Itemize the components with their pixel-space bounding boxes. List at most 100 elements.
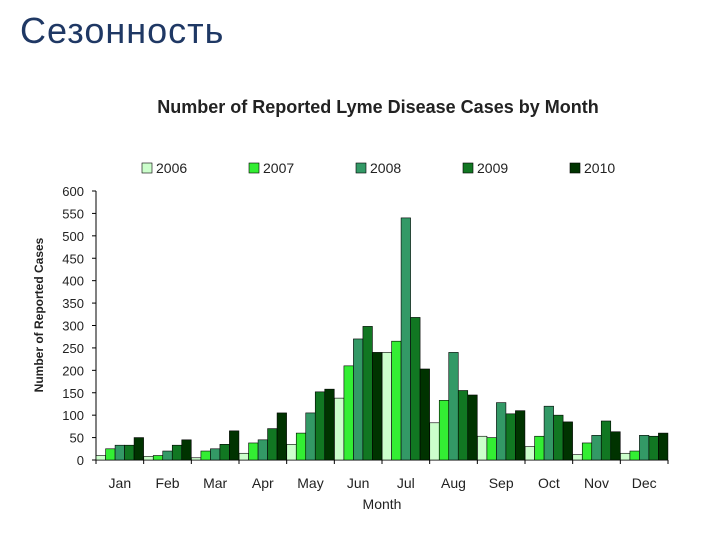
bar-2006-May	[286, 444, 297, 461]
y-tick-label: 0	[77, 453, 84, 468]
legend-label-2006: 2006	[156, 160, 187, 176]
bar-2008-Oct	[543, 405, 554, 461]
bar-2010-Aug	[467, 394, 478, 461]
bar-2006-Dec	[620, 452, 631, 461]
x-tick-label: Nov	[584, 475, 609, 491]
legend-swatch-2009	[462, 162, 474, 174]
bars	[95, 217, 669, 461]
bar-2009-Aug	[457, 390, 469, 461]
x-tick-label: Apr	[252, 475, 274, 491]
bar-2009-Jul	[410, 317, 421, 461]
bar-2008-Jun	[353, 338, 364, 461]
bar-2007-Oct	[534, 435, 545, 461]
bar-2009-Jan	[124, 444, 135, 461]
x-tick-label: Sep	[489, 475, 514, 491]
bar-2008-Dec	[639, 435, 650, 461]
axes: 0 50 100 150 200 250 300 350 400 450 500 550 600 Jan F…	[62, 184, 669, 491]
bar-2010-Jan	[133, 437, 144, 461]
bar-2008-Mar	[210, 448, 221, 461]
bar-2009-Oct	[553, 414, 564, 461]
bar-2009-Nov	[600, 420, 612, 461]
bar-2010-Apr	[276, 412, 287, 461]
y-tick-label: 150	[62, 386, 84, 401]
legend-swatch-2006	[141, 162, 153, 174]
bar-2007-Sep	[486, 437, 497, 461]
legend-label-2010: 2010	[584, 160, 615, 176]
bar-2010-Mar	[229, 430, 240, 461]
bar-2007-Apr	[248, 442, 259, 461]
bar-2010-Jul	[419, 368, 430, 461]
bar-2007-Jul	[391, 340, 402, 461]
bar-2007-Jan	[105, 448, 116, 461]
bar-2008-Apr	[257, 439, 268, 461]
bar-2006-Sep	[477, 435, 488, 461]
legend-swatch-2010	[569, 162, 581, 174]
bar-2009-May	[314, 391, 326, 461]
y-axis-title: Number of Reported Cases	[32, 237, 46, 392]
x-tick-label: Mar	[203, 475, 227, 491]
bar-2007-Dec	[629, 450, 640, 461]
bar-2009-Dec	[648, 435, 659, 461]
bar-2010-Oct	[562, 421, 573, 461]
chart-title: Number of Reported Lyme Disease Cases by…	[157, 97, 599, 117]
legend-swatch-2008	[355, 162, 367, 174]
bar-2006-Apr	[238, 452, 249, 461]
bar-2006-Jun	[334, 397, 345, 461]
x-axis-title: Month	[363, 496, 402, 512]
y-tick-label: 450	[62, 251, 84, 266]
bar-2007-Aug	[438, 400, 450, 461]
bar-2007-May	[295, 432, 307, 461]
x-tick-label: Dec	[632, 475, 657, 491]
bar-2006-Mar	[191, 457, 202, 461]
y-tick-label: 350	[62, 296, 84, 311]
bar-2009-Mar	[219, 444, 230, 461]
x-tick-label: Feb	[155, 475, 179, 491]
bar-2008-May	[305, 412, 316, 461]
bar-2010-Nov	[610, 431, 621, 461]
bar-2007-Jun	[343, 365, 354, 461]
bar-2007-Feb	[152, 455, 164, 461]
bar-2006-Aug	[429, 422, 440, 461]
bar-2009-Sep	[505, 413, 516, 461]
bar-2009-Jun	[362, 326, 373, 461]
bar-2006-Feb	[143, 456, 154, 461]
bar-2009-Feb	[171, 444, 183, 461]
bar-2006-Oct	[524, 446, 535, 461]
x-tick-label: Aug	[441, 475, 466, 491]
legend: 2006 2007 2008 2009 2010	[141, 160, 615, 176]
bar-2009-Apr	[267, 428, 278, 461]
y-tick-label: 550	[62, 206, 84, 221]
y-tick-label: 500	[62, 229, 84, 244]
x-tick-label: Jul	[397, 475, 415, 491]
x-tick-label: Jun	[347, 475, 370, 491]
bar-2006-Nov	[572, 454, 583, 461]
bar-2010-Sep	[515, 410, 526, 461]
bar-2010-Feb	[181, 439, 192, 461]
y-tick-label: 300	[62, 319, 84, 334]
bar-2008-Sep	[496, 402, 507, 461]
legend-label-2009: 2009	[477, 160, 508, 176]
slide-title: Сезонность	[20, 10, 225, 51]
x-tick-label: Oct	[538, 475, 560, 491]
y-tick-label: 100	[62, 408, 84, 423]
bar-2007-Nov	[581, 442, 593, 461]
x-tick-label: May	[297, 475, 323, 491]
y-tick-label: 50	[70, 431, 84, 446]
legend-label-2008: 2008	[370, 160, 401, 176]
bar-2010-Dec	[658, 432, 669, 461]
bar-2008-Aug	[448, 352, 459, 461]
y-tick-label: 400	[62, 274, 84, 289]
bar-2007-Mar	[200, 450, 211, 461]
y-tick-label: 600	[62, 184, 84, 199]
y-tick-label: 250	[62, 341, 84, 356]
bar-2008-Jan	[114, 444, 125, 461]
legend-label-2007: 2007	[263, 160, 294, 176]
bar-2006-Jul	[381, 352, 392, 461]
legend-swatch-2007	[248, 162, 260, 174]
bar-2008-Nov	[591, 435, 602, 461]
x-tick-label: Jan	[109, 475, 132, 491]
bar-2008-Feb	[162, 450, 173, 461]
bar-2010-Jun	[372, 352, 383, 461]
bar-2008-Jul	[400, 217, 411, 461]
